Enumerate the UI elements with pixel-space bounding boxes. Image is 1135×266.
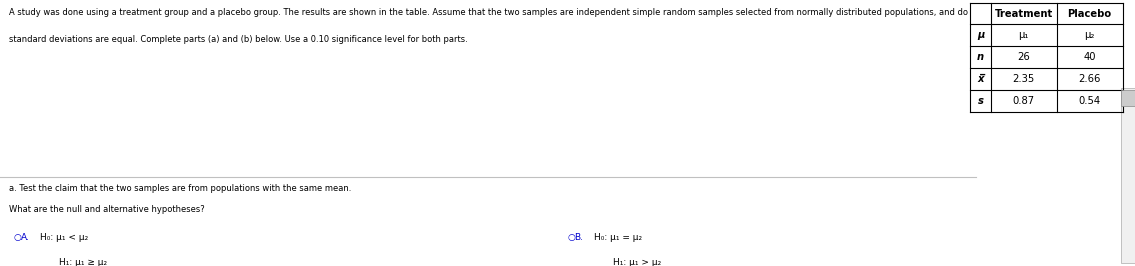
Text: μ: μ [977, 30, 984, 40]
Text: μ₁: μ₁ [1018, 30, 1029, 40]
Bar [970, 3, 1123, 112]
Text: Treatment: Treatment [994, 9, 1053, 19]
Text: 2.66: 2.66 [1078, 74, 1101, 84]
Text: 2.35: 2.35 [1012, 74, 1035, 84]
Text: 26: 26 [1017, 52, 1031, 62]
Bar [1121, 90, 1135, 106]
Text: H₁: μ₁ ≥ μ₂: H₁: μ₁ ≥ μ₂ [59, 258, 107, 266]
Text: A study was done using a treatment group and a placebo group. The results are sh: A study was done using a treatment group… [9, 8, 1103, 17]
Text: s: s [977, 96, 984, 106]
Text: What are the null and alternative hypotheses?: What are the null and alternative hypoth… [9, 205, 204, 214]
Text: Placebo: Placebo [1068, 9, 1111, 19]
Text: 0.54: 0.54 [1078, 96, 1101, 106]
Text: x̅: x̅ [977, 74, 984, 84]
Text: 0.87: 0.87 [1012, 96, 1035, 106]
Text: B.: B. [574, 233, 583, 242]
Text: H₀: μ₁ = μ₂: H₀: μ₁ = μ₂ [594, 233, 641, 242]
Text: H₀: μ₁ < μ₂: H₀: μ₁ < μ₂ [40, 233, 89, 242]
Text: a. Test the claim that the two samples are from populations with the same mean.: a. Test the claim that the two samples a… [9, 184, 352, 193]
Text: ○: ○ [568, 233, 575, 242]
Text: ○: ○ [14, 233, 22, 242]
Text: standard deviations are equal. Complete parts (a) and (b) below. Use a 0.10 sign: standard deviations are equal. Complete … [9, 35, 468, 44]
Text: A.: A. [20, 233, 30, 242]
Bar [1121, 88, 1135, 263]
Text: μ₂: μ₂ [1084, 30, 1095, 40]
Text: 40: 40 [1083, 52, 1096, 62]
Text: H₁: μ₁ > μ₂: H₁: μ₁ > μ₂ [613, 258, 662, 266]
Text: n: n [977, 52, 984, 62]
